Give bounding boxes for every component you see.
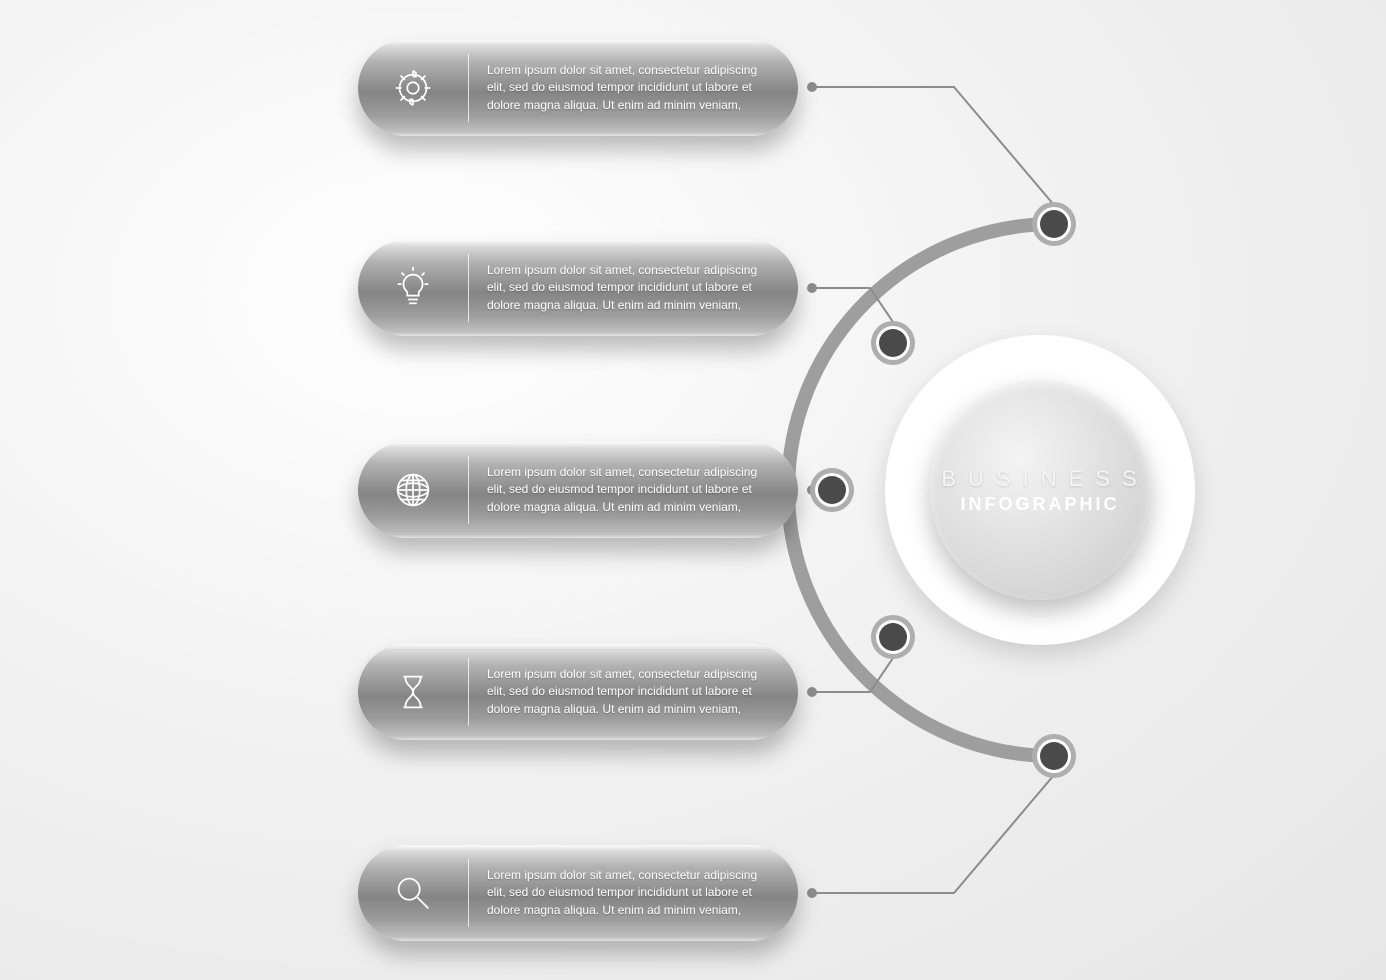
globe-icon [358, 442, 468, 538]
hub-subtitle: INFOGRAPHIC [961, 494, 1120, 515]
pill-4: Lorem ipsum dolor sit amet, consectetur … [358, 644, 798, 740]
hub-circle: BUSINESS INFOGRAPHIC [885, 335, 1195, 645]
pill-text-2: Lorem ipsum dolor sit amet, consectetur … [469, 240, 798, 336]
gear-icon [358, 40, 468, 136]
pill-1: Lorem ipsum dolor sit amet, consectetur … [358, 40, 798, 136]
pill-5: Lorem ipsum dolor sit amet, consectetur … [358, 845, 798, 941]
magnifier-icon [358, 845, 468, 941]
pill-text-3: Lorem ipsum dolor sit amet, consectetur … [469, 442, 798, 538]
pill-text-5: Lorem ipsum dolor sit amet, consectetur … [469, 845, 798, 941]
pill-2: Lorem ipsum dolor sit amet, consectetur … [358, 240, 798, 336]
hourglass-icon [358, 644, 468, 740]
hub-title: BUSINESS [941, 466, 1148, 492]
bulb-icon [358, 240, 468, 336]
pill-3: Lorem ipsum dolor sit amet, consectetur … [358, 442, 798, 538]
pill-text-4: Lorem ipsum dolor sit amet, consectetur … [469, 644, 798, 740]
pill-text-1: Lorem ipsum dolor sit amet, consectetur … [469, 40, 798, 136]
hub-inner: BUSINESS INFOGRAPHIC [930, 380, 1150, 600]
